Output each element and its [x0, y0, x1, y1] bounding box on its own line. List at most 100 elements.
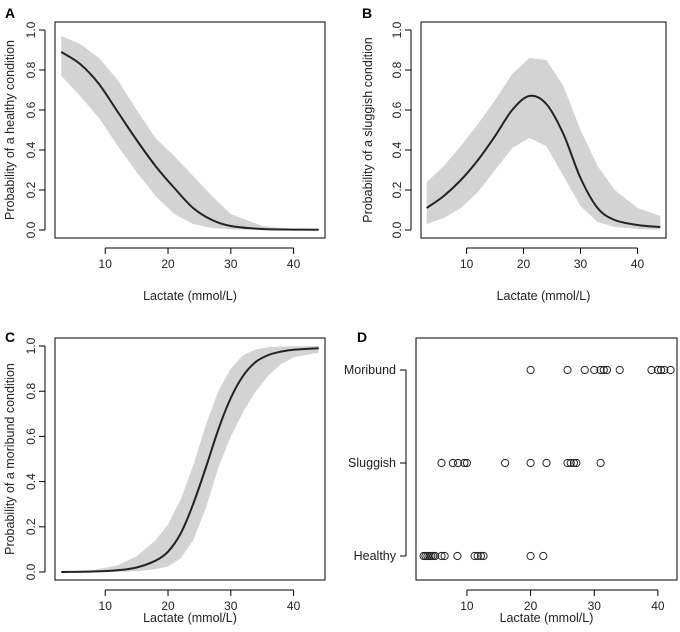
y-tick-label: 0.2 — [24, 181, 38, 198]
x-tick-label: 10 — [460, 257, 474, 271]
plot-frame — [420, 21, 667, 239]
data-point-sluggish — [526, 458, 535, 468]
data-point-healthy — [453, 551, 462, 561]
x-tick-label: 40 — [287, 257, 301, 271]
y-tick-label: 0.2 — [24, 518, 38, 535]
data-point-sluggish — [596, 458, 605, 468]
x-tick-label: 30 — [224, 599, 238, 613]
data-point-moribund — [580, 365, 589, 375]
panel-c: C 10 20 30 40 Lactate (mmol/L) 0.0 0.2 0.4 0.6 0.8… — [3, 329, 326, 625]
data-point-healthy — [470, 551, 479, 561]
x-tick-label: 20 — [161, 599, 175, 613]
y-axis-label: Probability of a moribund condition — [3, 363, 17, 555]
data-point-healthy — [539, 551, 548, 561]
data-point-healthy — [526, 551, 535, 561]
data-point-moribund — [596, 365, 605, 375]
panel-d: D 10 20 30 40 Lactate (mmol/L) Healthy Sluggish… — [344, 329, 678, 625]
data-point-healthy — [431, 551, 440, 561]
plot-frame — [54, 337, 326, 581]
data-point-healthy — [479, 551, 488, 561]
data-point-sluggish — [462, 458, 471, 468]
y-tick-label: 0.0 — [390, 221, 404, 238]
y-tick-label: 0.2 — [390, 181, 404, 198]
x-tick-label: 10 — [99, 599, 113, 613]
y-tick-label: 0.6 — [24, 428, 38, 445]
y-tick-label: 0.4 — [390, 141, 404, 158]
panel-a: A 10 20 30 40 Lactate (mmol/L) 0.0 0.2 0.4 0.6 0.8… — [3, 5, 326, 303]
panel-label: D — [357, 329, 367, 345]
category-label-sluggish: Sluggish — [348, 456, 396, 470]
data-point-moribund — [615, 365, 624, 375]
fitted-probability-line — [61, 347, 319, 573]
plot-frame — [415, 337, 678, 581]
x-tick-label: 40 — [651, 599, 665, 613]
confidence-band — [61, 346, 319, 572]
data-point-moribund — [526, 365, 535, 375]
y-tick-label: 1.0 — [24, 337, 38, 354]
category-label-moribund: Moribund — [344, 363, 396, 377]
fitted-probability-line — [60, 51, 319, 231]
data-point-healthy — [440, 551, 449, 561]
x-tick-label: 30 — [224, 257, 238, 271]
confidence-band — [61, 36, 319, 230]
data-point-healthy — [473, 551, 482, 561]
confidence-band — [426, 58, 661, 230]
panel-label: B — [362, 5, 372, 21]
data-point-healthy — [421, 551, 430, 561]
data-point-sluggish — [460, 458, 469, 468]
x-tick-label: 10 — [99, 257, 113, 271]
plot-frame — [54, 21, 326, 239]
data-point-sluggish — [572, 458, 581, 468]
data-point-moribund — [647, 365, 656, 375]
y-tick-label: 0.8 — [390, 61, 404, 78]
panel-label: A — [5, 5, 15, 21]
x-axis-label: Lactate (mmol/L) — [143, 289, 237, 303]
panel-b: B 10 20 30 40 Lactate (mmol/L) 0.0 0.2 0.4 0.6 0.8… — [361, 5, 667, 303]
y-tick-label: 1.0 — [24, 21, 38, 38]
data-point-moribund — [599, 365, 608, 375]
x-tick-label: 20 — [161, 257, 175, 271]
data-point-sluggish — [501, 458, 510, 468]
category-label-healthy: Healthy — [354, 549, 397, 563]
x-tick-label: 40 — [631, 257, 645, 271]
data-point-moribund — [563, 365, 572, 375]
x-tick-label: 30 — [588, 599, 602, 613]
x-axis-label: Lactate (mmol/L) — [497, 289, 591, 303]
y-tick-label: 0.8 — [24, 61, 38, 78]
y-tick-label: 0.8 — [24, 383, 38, 400]
panel-label: C — [5, 329, 15, 345]
x-tick-label: 20 — [517, 257, 531, 271]
data-point-sluggish — [566, 458, 575, 468]
y-tick-label: 0.6 — [24, 101, 38, 118]
data-point-moribund — [653, 365, 663, 375]
x-tick-label: 20 — [524, 599, 538, 613]
x-axis-label: Lactate (mmol/L) — [500, 611, 594, 625]
y-tick-label: 0.0 — [24, 563, 38, 580]
y-axis-label: Probability of a sluggish condition — [361, 37, 375, 223]
y-axis-label: Probability of a healthy condition — [3, 40, 17, 220]
x-tick-label: 10 — [460, 599, 474, 613]
data-point-sluggish — [437, 458, 446, 468]
y-tick-label: 1.0 — [390, 21, 404, 38]
data-point-healthy — [437, 551, 446, 561]
data-point-sluggish — [448, 458, 457, 468]
data-point-moribund — [590, 365, 599, 375]
data-point-sluggish — [542, 458, 551, 468]
data-point-moribund — [666, 365, 675, 375]
x-tick-label: 30 — [574, 257, 588, 271]
data-point-moribund — [657, 365, 666, 375]
data-point-moribund — [602, 365, 612, 375]
data-point-sluggish — [563, 458, 572, 468]
data-point-sluggish — [569, 458, 579, 468]
data-point-healthy — [476, 551, 485, 561]
x-axis-label: Lactate (mmol/L) — [143, 611, 237, 625]
y-tick-label: 0.4 — [24, 473, 38, 490]
y-tick-label: 0.4 — [24, 141, 38, 158]
y-tick-label: 0.0 — [24, 221, 38, 238]
x-tick-label: 40 — [287, 599, 301, 613]
data-point-sluggish — [453, 458, 463, 468]
y-tick-label: 0.6 — [390, 101, 404, 118]
fitted-probability-line — [426, 94, 661, 228]
data-point-moribund — [660, 365, 669, 375]
